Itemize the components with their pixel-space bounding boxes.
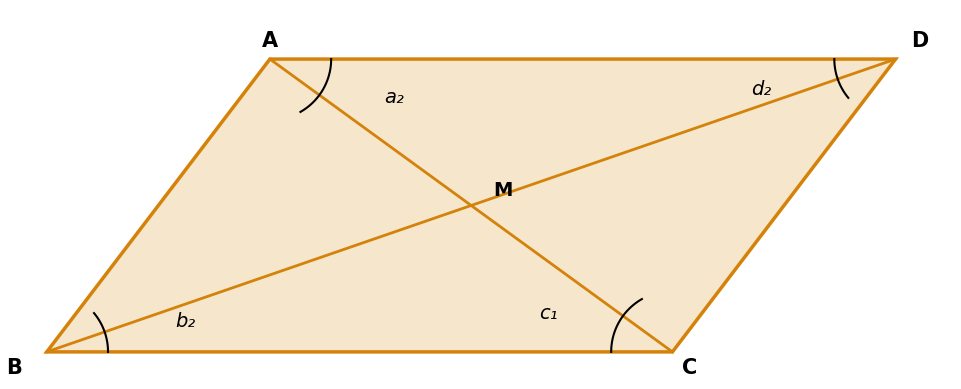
Text: d₂: d₂ bbox=[752, 80, 772, 99]
Text: C: C bbox=[681, 358, 697, 378]
Text: M: M bbox=[493, 181, 512, 200]
Text: D: D bbox=[911, 32, 928, 51]
Text: c₁: c₁ bbox=[539, 303, 557, 322]
Text: a₂: a₂ bbox=[384, 88, 405, 107]
Polygon shape bbox=[47, 59, 896, 352]
Text: A: A bbox=[261, 32, 278, 51]
Text: b₂: b₂ bbox=[175, 312, 195, 331]
Text: B: B bbox=[7, 358, 22, 378]
